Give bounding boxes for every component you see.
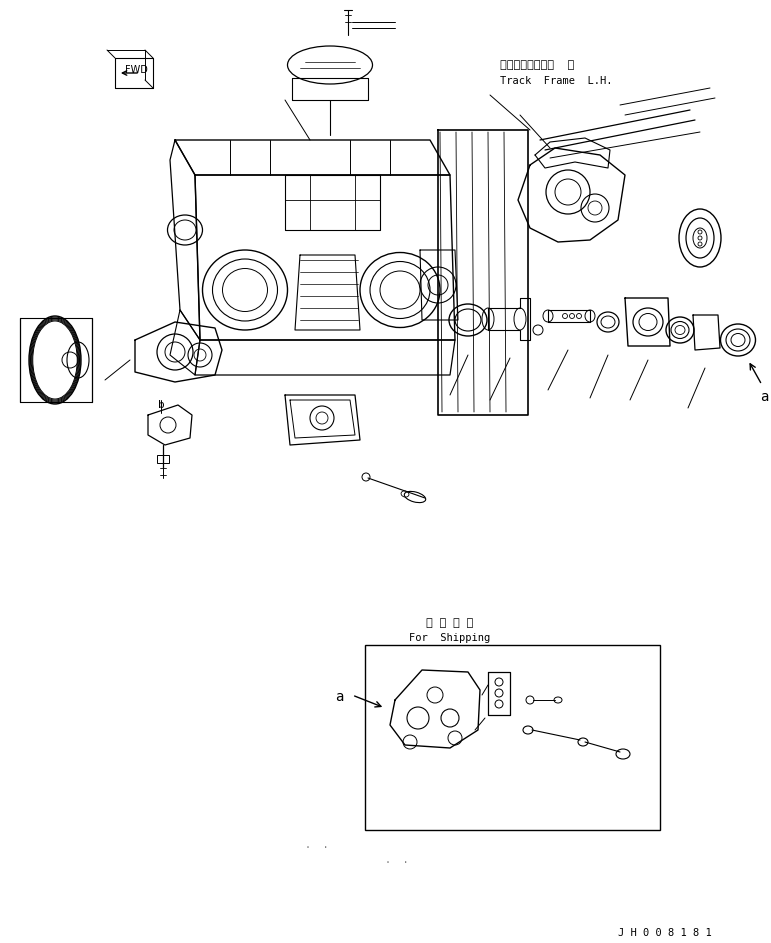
Bar (365, 645, 660, 830)
Text: a: a (760, 390, 769, 404)
Text: a: a (335, 690, 343, 704)
Text: .  .: . . (385, 855, 409, 865)
Text: For  Shipping: For Shipping (409, 633, 490, 643)
Text: J H 0 0 8 1 8 1: J H 0 0 8 1 8 1 (618, 928, 712, 938)
Text: 連 携 部 品: 連 携 部 品 (426, 618, 473, 628)
Text: b: b (158, 400, 165, 410)
Text: FWD: FWD (125, 65, 148, 75)
Text: トラックフレーム  左: トラックフレーム 左 (500, 60, 574, 70)
Text: .  .: . . (305, 840, 328, 850)
Bar (157, 455, 169, 463)
Text: Track  Frame  L.H.: Track Frame L.H. (500, 76, 612, 86)
